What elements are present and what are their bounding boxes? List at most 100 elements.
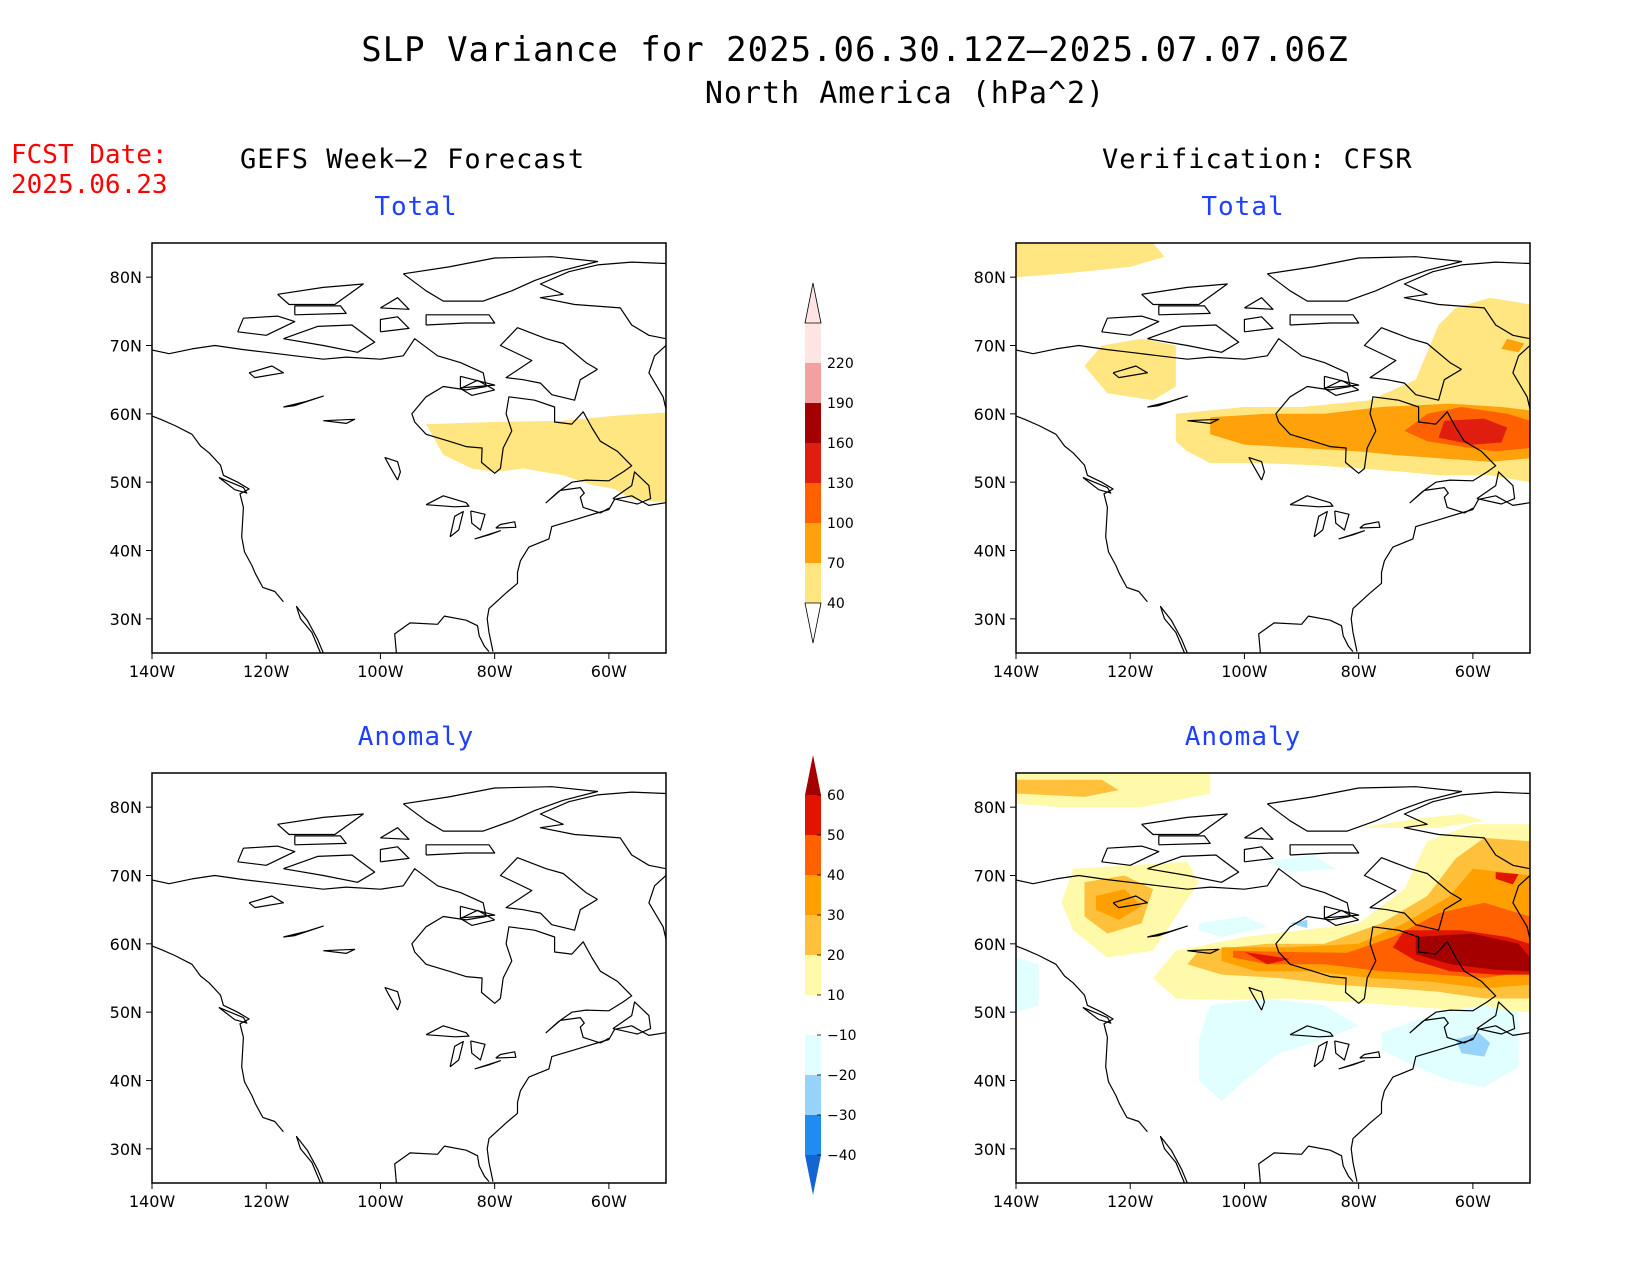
coastline: [449, 1040, 464, 1068]
lon-tick-label: 140W: [129, 662, 176, 681]
lat-tick-label: 60N: [110, 935, 142, 954]
coastline: [1313, 510, 1328, 538]
coastline-group: [152, 786, 666, 1183]
coastline: [152, 415, 284, 603]
coastline: [1289, 1025, 1334, 1038]
shaded-region: [1244, 952, 1291, 965]
lat-tick-label: 80N: [974, 268, 1006, 287]
shaded-region: [1016, 779, 1119, 797]
colorbar-segment: [805, 483, 821, 523]
coastline: [1158, 305, 1211, 316]
coastline: [152, 945, 284, 1133]
coastline: [1244, 827, 1274, 840]
shaded-region: [1096, 889, 1142, 920]
coastline: [295, 605, 324, 653]
coastline: [1266, 256, 1463, 302]
coastline: [1082, 476, 1112, 494]
coastline-group: [1016, 786, 1530, 1183]
coastline: [648, 875, 666, 940]
panel-title-forecast-anomaly: Anomaly: [357, 722, 475, 752]
verification-total-map: 80N 70N 60N 50N 40N 30N 140W 120W 100W 80W 60W: [974, 242, 1531, 681]
coastline: [1338, 530, 1365, 540]
colorbar-tick-label: 130: [827, 476, 854, 492]
coastline: [539, 261, 666, 340]
lon-tick-label: 80W: [1341, 1192, 1377, 1211]
lat-tick-label: 30N: [110, 1140, 142, 1159]
colorbar-segment: [805, 875, 821, 915]
lon-tick-label: 80W: [477, 1192, 513, 1211]
forecast-anomaly-map: 80N 70N 60N 50N 40N 30N 140W 120W 100W 80W 60W: [110, 772, 667, 1211]
lon-tick-label: 80W: [477, 662, 513, 681]
coastline: [1159, 605, 1188, 653]
coastline: [152, 338, 633, 514]
coastline: [1350, 495, 1530, 652]
panel-title-forecast-total: Total: [374, 192, 458, 222]
fcst-date-value: 2025.06.23: [11, 170, 168, 200]
coastline: [1289, 844, 1360, 856]
coastline: [1512, 345, 1530, 410]
coastline: [384, 457, 401, 481]
colorbar-tick-label: −30: [827, 1108, 857, 1124]
colorbar-segment: [805, 795, 821, 835]
coastline: [1101, 315, 1160, 336]
coastline-group: [1016, 256, 1530, 653]
coastline: [499, 857, 598, 931]
shaded-region: [1438, 418, 1508, 445]
lat-tick-label: 80N: [974, 798, 1006, 817]
coastline: [425, 495, 470, 508]
coastline: [294, 305, 347, 316]
coastline: [425, 1025, 470, 1038]
lat-tick-label: 50N: [974, 473, 1006, 492]
lon-tick-label: 100W: [357, 1192, 404, 1211]
main-title: SLP Variance for 2025.06.30.12Z–2025.07.…: [361, 30, 1349, 70]
coastline: [459, 375, 496, 389]
coastline: [283, 324, 376, 353]
lon-tick-label: 60W: [591, 662, 627, 681]
coastline: [1141, 813, 1228, 836]
lat-tick-label: 40N: [110, 542, 142, 561]
lon-tick-label: 60W: [1455, 1192, 1491, 1211]
colorbar-segment: [805, 1115, 821, 1155]
coastline: [1147, 925, 1188, 938]
coastline: [380, 297, 410, 310]
main-subtitle: North America (hPa^2): [704, 76, 1106, 111]
colorbar-tick-label: 60: [827, 788, 845, 804]
shaded-region: [1358, 814, 1485, 828]
colorbar-tick-label: 40: [827, 868, 845, 884]
shaded-region: [426, 412, 666, 503]
lat-tick-label: 50N: [110, 473, 142, 492]
shaded-region: [1016, 957, 1039, 1013]
coastline: [380, 827, 410, 840]
lat-tick-label: 50N: [110, 1003, 142, 1022]
colorbar-tick-label: −20: [827, 1068, 857, 1084]
coastline: [1258, 1145, 1354, 1183]
map-frame: [151, 242, 667, 654]
lon-tick-label: 120W: [243, 1192, 290, 1211]
lon-tick-label: 100W: [1221, 1192, 1268, 1211]
coastline: [295, 1135, 324, 1183]
coastline: [486, 495, 666, 652]
coastline: [218, 476, 248, 494]
coastline: [486, 1025, 666, 1182]
coastline: [1359, 521, 1381, 529]
coastline: [237, 845, 296, 866]
coastline: [1016, 868, 1497, 1044]
shaded-region: [1501, 338, 1525, 353]
colorbar-segment: [805, 915, 821, 955]
coastline: [1338, 1060, 1365, 1070]
verification-anomaly-map: 80N 70N 60N 50N 40N 30N 140W 120W 100W 80W 60W: [974, 772, 1531, 1211]
coastline: [1082, 1006, 1112, 1024]
coastline: [1258, 615, 1354, 653]
colorbar-segment: [805, 443, 821, 483]
coastline: [1266, 786, 1463, 832]
coastline: [1403, 791, 1530, 870]
coastline: [237, 315, 296, 336]
coastline: [470, 1040, 486, 1061]
colorbar-tick-label: −10: [827, 1028, 857, 1044]
lat-tick-label: 70N: [974, 337, 1006, 356]
lat-tick-label: 80N: [110, 268, 142, 287]
colorbar-segment: [805, 1035, 821, 1075]
coastline: [1244, 297, 1274, 310]
coastline: [379, 846, 410, 863]
coastline: [1476, 471, 1516, 505]
